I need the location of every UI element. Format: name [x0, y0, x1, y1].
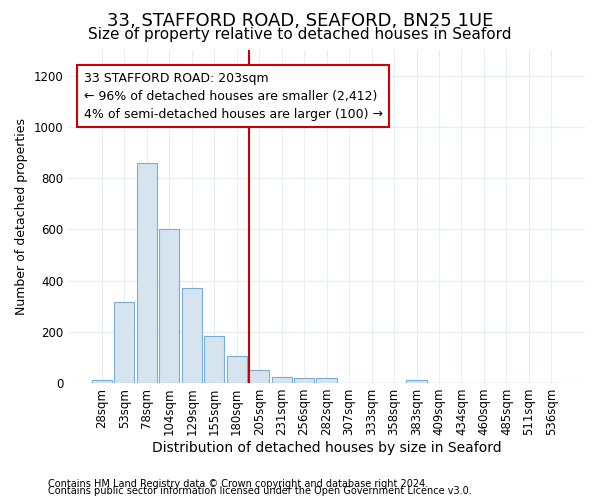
- Text: Size of property relative to detached houses in Seaford: Size of property relative to detached ho…: [88, 28, 512, 42]
- Y-axis label: Number of detached properties: Number of detached properties: [15, 118, 28, 315]
- Bar: [316, 378, 337, 383]
- Text: 33, STAFFORD ROAD, SEAFORD, BN25 1UE: 33, STAFFORD ROAD, SEAFORD, BN25 1UE: [107, 12, 493, 30]
- Bar: [227, 356, 247, 383]
- Bar: [182, 288, 202, 383]
- Text: Contains public sector information licensed under the Open Government Licence v3: Contains public sector information licen…: [48, 486, 472, 496]
- Bar: [159, 230, 179, 383]
- Bar: [249, 370, 269, 383]
- Bar: [406, 380, 427, 383]
- Text: Contains HM Land Registry data © Crown copyright and database right 2024.: Contains HM Land Registry data © Crown c…: [48, 479, 428, 489]
- Bar: [137, 162, 157, 383]
- Bar: [294, 378, 314, 383]
- Bar: [92, 380, 112, 383]
- X-axis label: Distribution of detached houses by size in Seaford: Distribution of detached houses by size …: [152, 441, 502, 455]
- Bar: [272, 376, 292, 383]
- Bar: [114, 302, 134, 383]
- Text: 33 STAFFORD ROAD: 203sqm
← 96% of detached houses are smaller (2,412)
4% of semi: 33 STAFFORD ROAD: 203sqm ← 96% of detach…: [83, 72, 383, 120]
- Bar: [204, 336, 224, 383]
